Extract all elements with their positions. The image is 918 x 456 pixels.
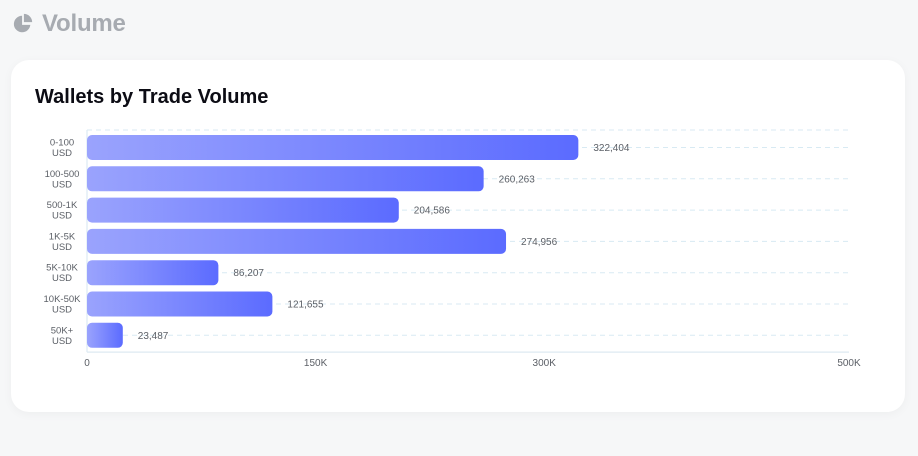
x-tick-label: 0 bbox=[84, 358, 90, 369]
bar[interactable] bbox=[87, 166, 484, 192]
chart-card: Wallets by Trade Volume 322,404 0-100 USD 2… bbox=[11, 60, 905, 412]
x-tick-label: 150K bbox=[304, 358, 328, 369]
category-label: 500-1K USD bbox=[47, 200, 78, 222]
data-label: 274,956 bbox=[521, 237, 558, 248]
data-label: 23,487 bbox=[138, 331, 169, 342]
labels: 322,404 0-100 USD 260,263 100-500 USD 204,586 5… bbox=[44, 138, 861, 370]
data-label: 121,655 bbox=[287, 300, 324, 311]
data-label: 322,404 bbox=[593, 143, 630, 154]
category-label: 100-500 USD bbox=[45, 169, 80, 191]
category-label: 50K+ USD bbox=[51, 325, 74, 347]
category-label: 0-100 USD bbox=[50, 138, 74, 160]
category-label: 1K-5K USD bbox=[49, 231, 76, 253]
bars bbox=[87, 135, 579, 348]
category-label: 5K-10K USD bbox=[46, 263, 78, 285]
pie-chart-icon bbox=[13, 13, 33, 33]
chart-title: Wallets by Trade Volume bbox=[35, 86, 269, 108]
bar[interactable] bbox=[87, 135, 579, 160]
x-tick-label: 300K bbox=[533, 358, 557, 369]
x-tick-label: 500K bbox=[837, 358, 861, 369]
bar[interactable] bbox=[87, 322, 123, 348]
section-title: Volume bbox=[42, 10, 126, 37]
bar[interactable] bbox=[87, 228, 507, 254]
data-label: 260,263 bbox=[499, 174, 536, 185]
data-label: 86,207 bbox=[233, 268, 264, 279]
bar[interactable] bbox=[87, 197, 399, 223]
bar[interactable] bbox=[87, 260, 219, 286]
category-label: 10K-50K USD bbox=[44, 294, 82, 316]
section-header: Volume bbox=[12, 8, 126, 40]
data-label: 204,586 bbox=[414, 206, 451, 217]
bar[interactable] bbox=[87, 291, 273, 317]
bar-chart: 322,404 0-100 USD 260,263 100-500 USD 204,586 5… bbox=[44, 129, 861, 370]
